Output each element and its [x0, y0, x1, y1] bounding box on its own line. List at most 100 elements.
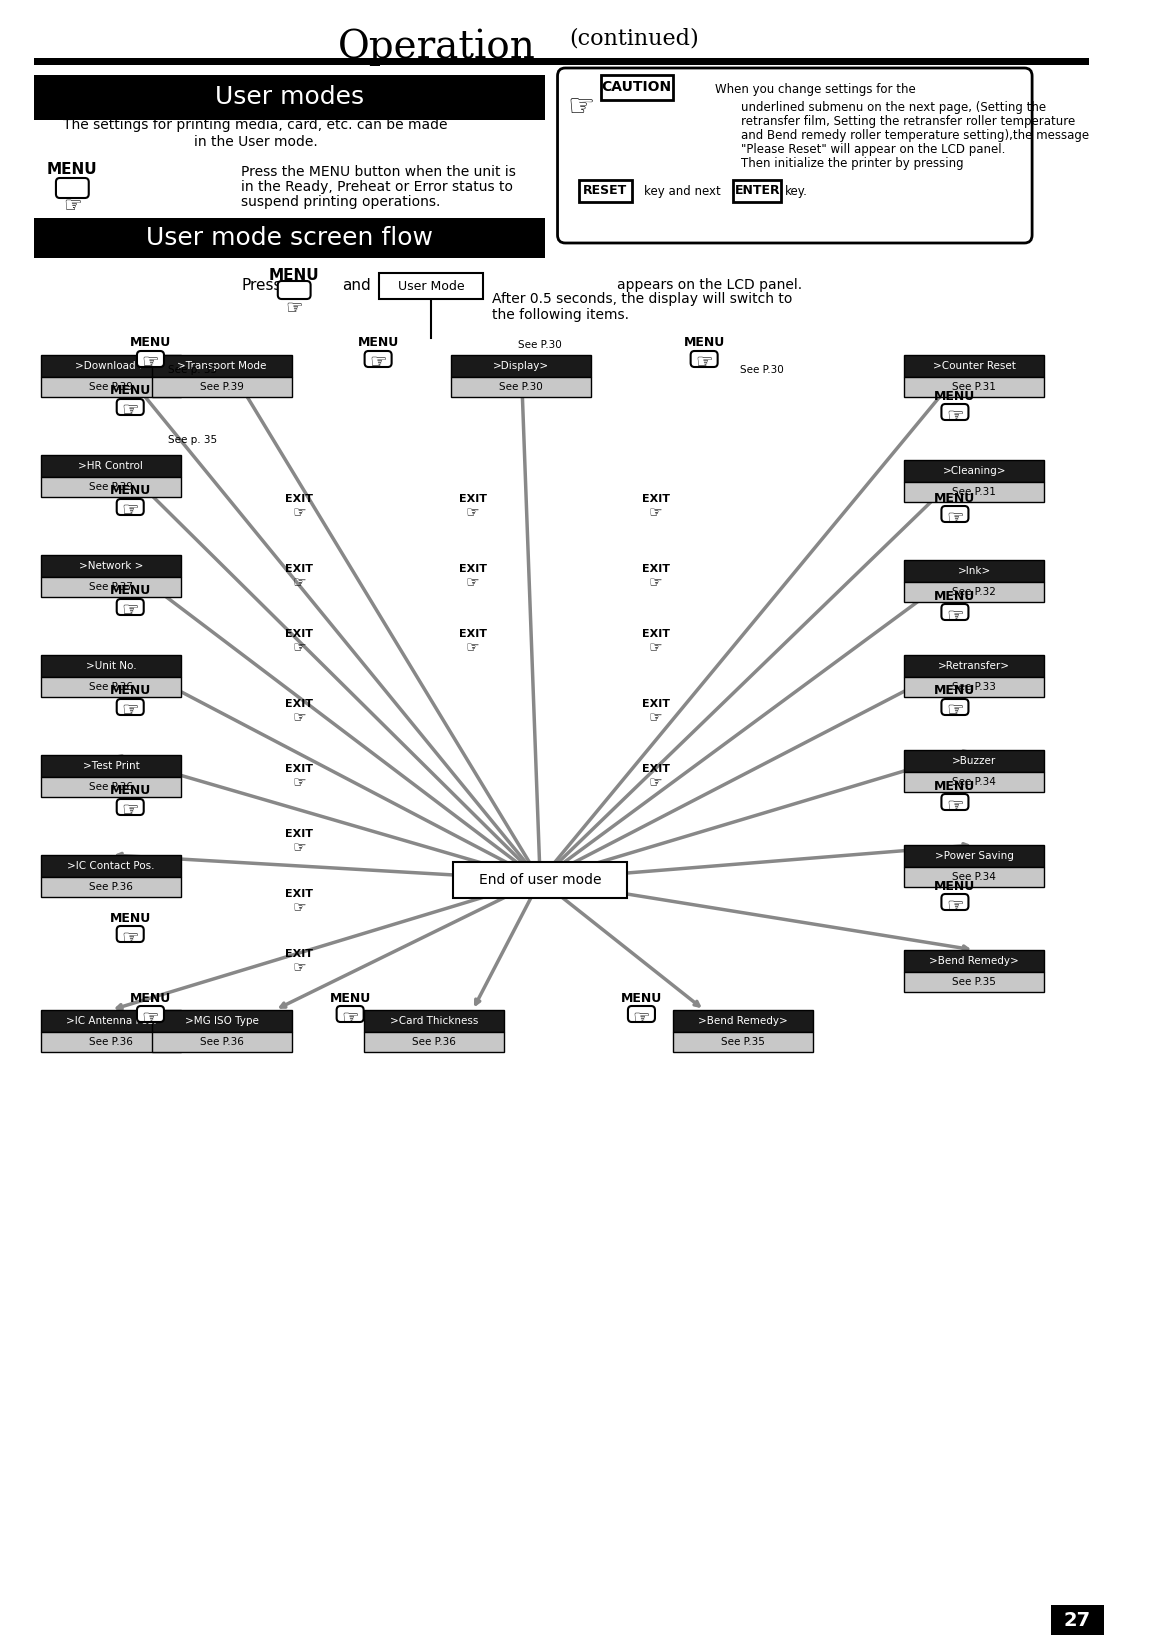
Text: See P.35: See P.35 — [721, 1037, 765, 1047]
Text: >IC Antenna Pos.: >IC Antenna Pos. — [65, 1015, 156, 1025]
Text: MENU: MENU — [935, 685, 975, 698]
Text: The settings for printing media, card, etc. can be made: The settings for printing media, card, e… — [63, 118, 448, 131]
Text: retransfer film, Setting the retransfer roller temperature: retransfer film, Setting the retransfer … — [740, 115, 1076, 128]
Text: ☞: ☞ — [946, 508, 964, 527]
Text: See P.34: See P.34 — [952, 777, 996, 787]
Text: ☞: ☞ — [142, 353, 159, 373]
Text: CAUTION: CAUTION — [602, 81, 672, 94]
Bar — [41, 677, 180, 697]
FancyBboxPatch shape — [116, 798, 143, 815]
FancyBboxPatch shape — [116, 399, 143, 416]
Text: See P.36: See P.36 — [412, 1037, 456, 1047]
FancyBboxPatch shape — [278, 281, 311, 299]
Bar — [152, 376, 292, 398]
Text: MENU: MENU — [683, 337, 725, 350]
Text: ☞: ☞ — [121, 601, 139, 621]
Bar — [904, 481, 1044, 503]
FancyBboxPatch shape — [942, 698, 968, 715]
FancyBboxPatch shape — [942, 404, 968, 421]
Text: ☞: ☞ — [121, 928, 139, 948]
Text: Press: Press — [241, 278, 282, 292]
Bar — [453, 863, 627, 899]
Text: >Cleaning>: >Cleaning> — [943, 467, 1006, 476]
Text: RESET: RESET — [583, 184, 627, 197]
Text: MENU: MENU — [329, 991, 371, 1004]
Text: >Bend Remedy>: >Bend Remedy> — [929, 956, 1020, 966]
Text: >MG ISO Type: >MG ISO Type — [185, 1015, 258, 1025]
Text: MENU: MENU — [935, 779, 975, 792]
Bar — [904, 868, 1044, 887]
Bar — [364, 1032, 504, 1052]
Text: >Card Thickness: >Card Thickness — [390, 1015, 478, 1025]
Bar — [34, 76, 545, 120]
Text: ☞: ☞ — [121, 401, 139, 421]
Text: Operation: Operation — [338, 28, 535, 66]
Bar — [41, 877, 180, 897]
FancyBboxPatch shape — [116, 927, 143, 941]
FancyBboxPatch shape — [56, 177, 88, 199]
Text: See P.35: See P.35 — [952, 978, 996, 987]
Text: ☞: ☞ — [292, 841, 306, 856]
Text: See p. 35: See p. 35 — [169, 365, 218, 375]
Text: ☞: ☞ — [292, 641, 306, 656]
Text: (continued): (continued) — [569, 28, 698, 49]
Text: ☞: ☞ — [695, 353, 712, 373]
Text: EXIT: EXIT — [641, 764, 670, 774]
Text: suspend printing operations.: suspend printing operations. — [241, 196, 440, 209]
Bar — [579, 181, 632, 202]
Text: MENU: MENU — [935, 389, 975, 403]
Text: >Unit No.: >Unit No. — [86, 660, 136, 670]
Text: See P.36: See P.36 — [88, 782, 133, 792]
Text: See P.36: See P.36 — [200, 1037, 243, 1047]
Text: MENU: MENU — [620, 991, 662, 1004]
Text: ☞: ☞ — [466, 506, 480, 521]
Text: See P.33: See P.33 — [952, 682, 996, 692]
Bar — [904, 355, 1044, 376]
Text: underlined submenu on the next page, (Setting the: underlined submenu on the next page, (Se… — [740, 100, 1046, 113]
Text: When you change settings for the: When you change settings for the — [715, 84, 915, 97]
Text: See p. 35: See p. 35 — [169, 435, 218, 445]
Text: ☞: ☞ — [946, 797, 964, 815]
Text: User mode screen flow: User mode screen flow — [146, 227, 433, 250]
Text: key and next: key and next — [645, 184, 721, 197]
Text: See P.39: See P.39 — [88, 383, 133, 393]
Bar — [904, 582, 1044, 601]
Text: EXIT: EXIT — [285, 889, 313, 899]
Bar — [904, 560, 1044, 582]
Text: "Please Reset" will appear on the LCD panel.: "Please Reset" will appear on the LCD pa… — [740, 143, 1006, 156]
Bar — [152, 355, 292, 376]
Text: >Network >: >Network > — [79, 560, 143, 572]
Text: >Counter Reset: >Counter Reset — [932, 361, 1016, 371]
Bar — [1051, 1605, 1105, 1635]
Text: >Test Print: >Test Print — [83, 761, 140, 771]
Text: See P.31: See P.31 — [952, 486, 996, 496]
Text: 27: 27 — [1064, 1610, 1091, 1630]
Text: See P.37: See P.37 — [88, 582, 133, 591]
Text: User modes: User modes — [215, 85, 364, 108]
Text: key.: key. — [786, 184, 808, 197]
Text: User Mode: User Mode — [398, 279, 464, 292]
Bar — [904, 677, 1044, 697]
Text: ☞: ☞ — [292, 575, 306, 590]
Text: ☞: ☞ — [650, 775, 662, 790]
Text: and Bend remedy roller temperature setting),the message: and Bend remedy roller temperature setti… — [740, 128, 1090, 141]
Text: MENU: MENU — [357, 337, 399, 350]
Bar — [41, 577, 180, 596]
Text: ☞: ☞ — [292, 506, 306, 521]
Text: ☞: ☞ — [292, 775, 306, 790]
Bar — [904, 973, 1044, 992]
Text: ☞: ☞ — [946, 406, 964, 426]
Text: ☞: ☞ — [369, 353, 386, 373]
Text: MENU: MENU — [130, 337, 171, 350]
Text: ☞: ☞ — [292, 961, 306, 976]
Text: >Bend Remedy>: >Bend Remedy> — [698, 1015, 788, 1025]
Text: ☞: ☞ — [650, 506, 662, 521]
Text: After 0.5 seconds, the display will switch to
the following items.: After 0.5 seconds, the display will swit… — [492, 292, 793, 322]
Text: in the Ready, Preheat or Error status to: in the Ready, Preheat or Error status to — [241, 181, 513, 194]
Bar — [41, 1010, 180, 1032]
FancyBboxPatch shape — [336, 1006, 363, 1022]
Bar — [41, 476, 180, 496]
Bar — [379, 273, 483, 299]
Text: See P.30: See P.30 — [518, 340, 562, 350]
Bar — [41, 555, 180, 577]
